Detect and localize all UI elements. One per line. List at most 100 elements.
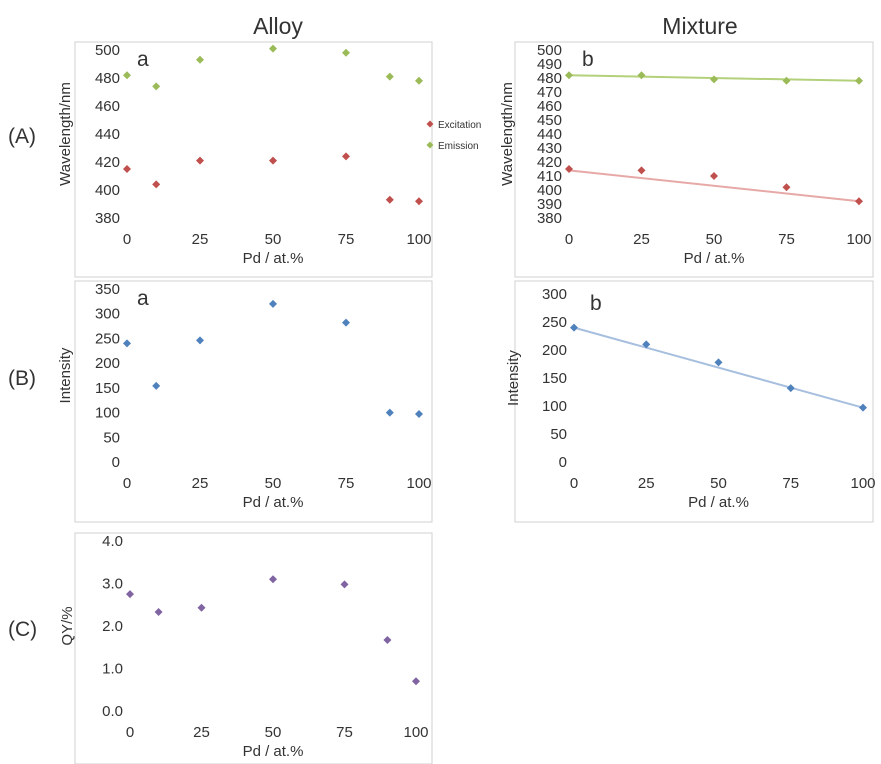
x-tick-label: 25 [638, 475, 655, 492]
data-point [415, 410, 423, 419]
x-tick-label: 100 [406, 475, 431, 492]
x-tick-label: 0 [123, 231, 131, 248]
x-tick-label: 50 [265, 231, 282, 248]
x-tick-label: 50 [710, 475, 727, 492]
chart-frame [514, 280, 874, 523]
data-point [197, 603, 206, 612]
x-tick-label: 50 [706, 231, 723, 248]
x-tick-label: 75 [338, 475, 355, 492]
data-point [782, 183, 791, 192]
y-tick-label: 200 [95, 355, 120, 372]
trend-line [573, 326, 864, 409]
y-tick-label: 200 [542, 342, 567, 359]
y-tick-label: 440 [95, 126, 120, 143]
data-point [342, 318, 350, 327]
y-tick-label: 0.0 [102, 703, 123, 720]
data-point [152, 82, 161, 91]
y-tick-label: 470 [537, 84, 562, 101]
data-point [412, 677, 420, 686]
x-tick-label: 25 [633, 231, 650, 248]
data-point [782, 76, 791, 85]
data-point [565, 71, 573, 80]
panel-letter: a [137, 287, 149, 310]
x-tick-label: 100 [850, 475, 875, 492]
y-tick-label: 420 [95, 154, 120, 171]
y-tick-label: 150 [542, 370, 567, 387]
data-point [340, 580, 349, 589]
data-point [196, 55, 204, 64]
x-axis-title: Pd / at.% [243, 250, 304, 267]
row-label-b: (B) [8, 367, 36, 390]
y-tick-label: 250 [95, 330, 120, 347]
data-point [126, 590, 134, 599]
chart-frame [74, 532, 433, 764]
data-point [196, 156, 204, 165]
y-tick-label: 430 [537, 140, 562, 157]
data-point [714, 358, 723, 367]
panel-letter: b [582, 48, 594, 71]
column-title-mixture: Mixture [662, 13, 737, 39]
data-point [154, 607, 163, 616]
data-point [710, 172, 718, 180]
y-tick-label: 3.0 [102, 576, 123, 593]
data-point [383, 636, 392, 645]
data-point [710, 75, 718, 84]
y-tick-label: 0 [112, 454, 120, 471]
y-tick-label: 480 [537, 70, 562, 87]
y-axis-title: Wavelength/nm [57, 82, 74, 186]
y-tick-label: 380 [95, 210, 120, 227]
data-point [637, 166, 646, 175]
y-tick-label: 350 [95, 281, 120, 298]
x-tick-label: 75 [338, 231, 355, 248]
data-point [342, 152, 350, 161]
y-tick-label: 380 [537, 210, 562, 227]
panel-letter: b [590, 292, 602, 315]
x-tick-label: 75 [778, 231, 795, 248]
chart-frame [74, 280, 433, 523]
y-axis-title: Intensity [57, 347, 74, 403]
chart-frame [514, 41, 874, 278]
data-point [123, 71, 131, 80]
y-tick-label: 300 [542, 286, 567, 303]
data-point [385, 195, 394, 204]
y-tick-label: 250 [542, 314, 567, 331]
chart-mixture-intensity: 0 50 100 150 200 250 300 0 25 50 75 100 Pd / at.% Int… [505, 280, 876, 523]
x-tick-label: 0 [123, 475, 131, 492]
data-point [637, 71, 646, 80]
legend-label: Emission [438, 141, 479, 152]
legend-marker [426, 141, 434, 149]
y-tick-label: 4.0 [102, 533, 123, 550]
y-tick-label: 460 [95, 98, 120, 115]
data-point [385, 408, 394, 417]
data-point [152, 381, 161, 390]
data-point [786, 384, 795, 393]
x-tick-label: 25 [192, 475, 209, 492]
x-tick-label: 50 [265, 724, 282, 741]
column-title-alloy: Alloy [253, 13, 303, 39]
y-tick-label: 1.0 [102, 661, 123, 678]
y-axis-title: Intensity [505, 350, 522, 406]
y-tick-label: 2.0 [102, 618, 123, 635]
legend-marker [426, 120, 434, 128]
y-tick-label: 390 [537, 196, 562, 213]
data-point [855, 197, 863, 206]
data-point [859, 403, 867, 412]
data-point [152, 180, 161, 189]
x-tick-label: 100 [403, 724, 428, 741]
data-point [415, 76, 423, 85]
x-axis-title: Pd / at.% [243, 494, 304, 511]
x-tick-label: 75 [336, 724, 353, 741]
data-point [565, 165, 573, 173]
chart-alloy-intensity: 0 50 100 150 200 250 300 350 0 25 50 75 100 Pd / at.%… [57, 280, 433, 523]
data-point [342, 48, 350, 57]
y-tick-label: 460 [537, 98, 562, 115]
y-tick-label: 500 [537, 42, 562, 59]
y-tick-label: 100 [95, 405, 120, 422]
data-point [123, 339, 131, 348]
data-point [269, 575, 277, 584]
data-point [269, 44, 277, 53]
data-point [385, 72, 394, 81]
y-tick-label: 480 [95, 70, 120, 87]
